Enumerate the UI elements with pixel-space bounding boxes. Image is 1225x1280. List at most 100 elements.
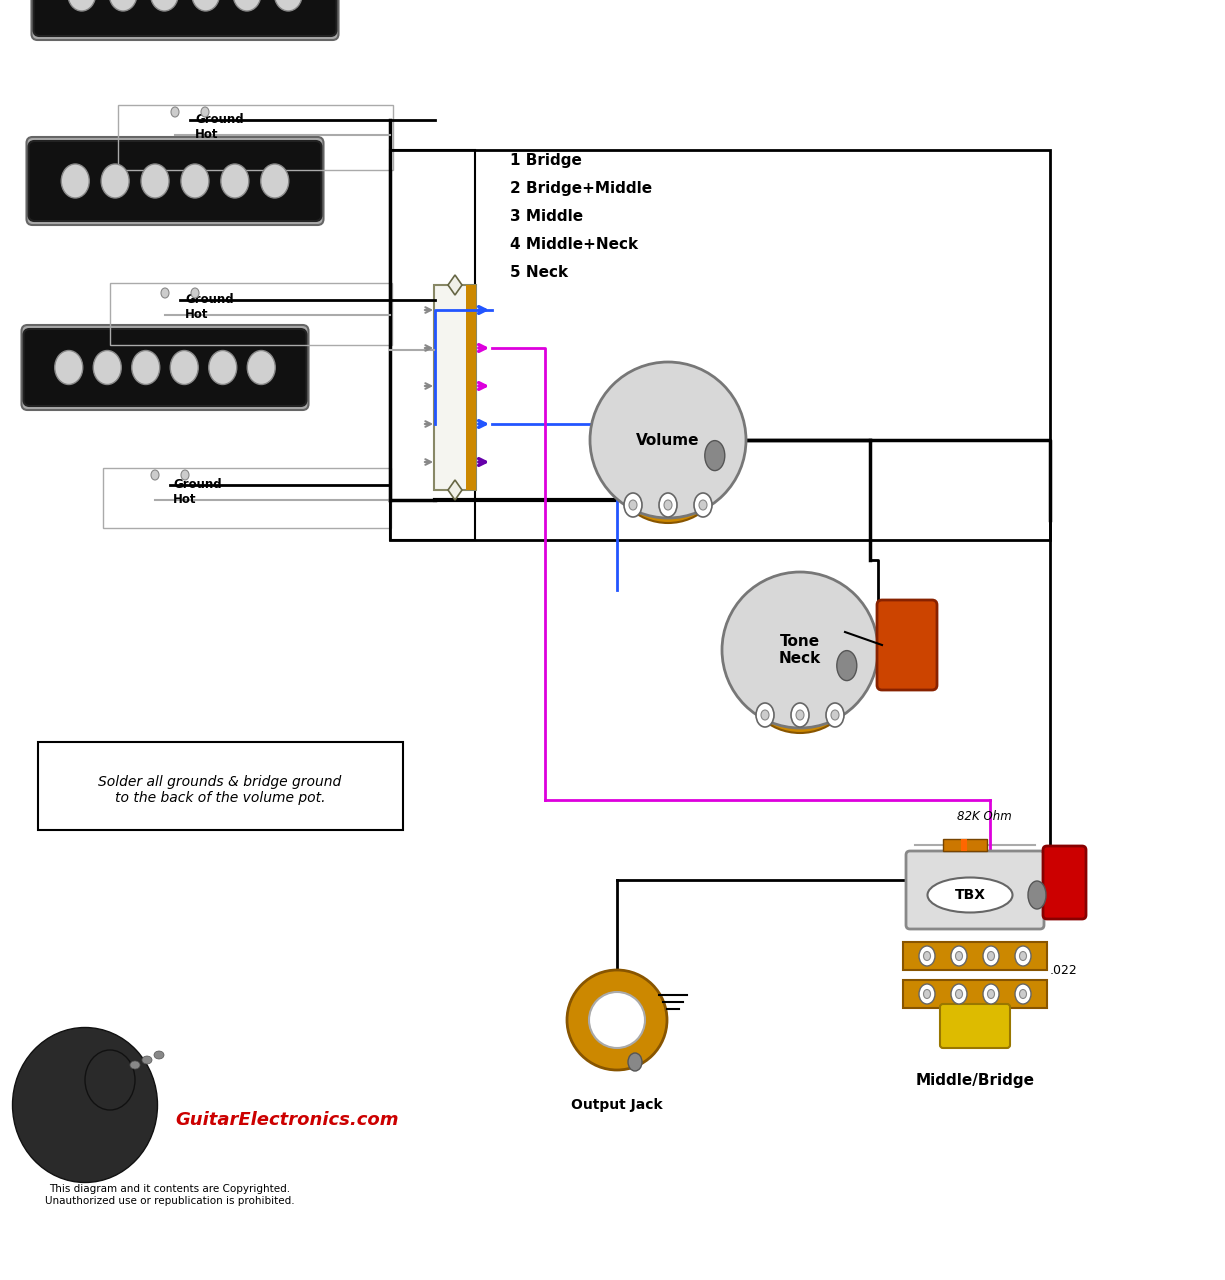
Text: This diagram and it contents are Copyrighted.
Unauthorized use or republication : This diagram and it contents are Copyrig… bbox=[45, 1184, 295, 1206]
Ellipse shape bbox=[142, 1056, 152, 1064]
Polygon shape bbox=[448, 275, 462, 294]
Ellipse shape bbox=[927, 878, 1013, 913]
Ellipse shape bbox=[274, 0, 303, 12]
Circle shape bbox=[722, 572, 878, 728]
Ellipse shape bbox=[201, 108, 209, 116]
Ellipse shape bbox=[919, 946, 935, 966]
Ellipse shape bbox=[704, 440, 725, 471]
Ellipse shape bbox=[151, 0, 179, 12]
Ellipse shape bbox=[987, 951, 995, 960]
Ellipse shape bbox=[191, 288, 198, 298]
FancyBboxPatch shape bbox=[1042, 846, 1087, 919]
Ellipse shape bbox=[154, 1051, 164, 1059]
Ellipse shape bbox=[628, 1053, 642, 1071]
Bar bbox=[903, 942, 1047, 970]
Ellipse shape bbox=[160, 288, 169, 298]
Ellipse shape bbox=[956, 989, 963, 998]
Ellipse shape bbox=[695, 493, 712, 517]
Text: Ground: Ground bbox=[195, 113, 244, 125]
Text: 82K Ohm: 82K Ohm bbox=[957, 810, 1012, 823]
Ellipse shape bbox=[247, 351, 276, 384]
Bar bbox=[38, 742, 403, 829]
Text: Volume: Volume bbox=[636, 433, 699, 448]
Ellipse shape bbox=[181, 470, 189, 480]
FancyBboxPatch shape bbox=[877, 600, 937, 690]
Ellipse shape bbox=[181, 164, 209, 198]
Ellipse shape bbox=[924, 951, 931, 960]
Text: .022: .022 bbox=[1050, 964, 1078, 977]
Ellipse shape bbox=[141, 164, 169, 198]
Bar bbox=[390, 150, 1050, 540]
Bar bbox=[118, 105, 393, 170]
Ellipse shape bbox=[151, 470, 159, 480]
Bar bbox=[103, 468, 391, 529]
Ellipse shape bbox=[924, 989, 931, 998]
Ellipse shape bbox=[109, 0, 137, 12]
FancyBboxPatch shape bbox=[22, 325, 309, 410]
Ellipse shape bbox=[826, 703, 844, 727]
Text: 5 Neck: 5 Neck bbox=[510, 265, 568, 279]
Ellipse shape bbox=[170, 351, 198, 384]
Text: Ground: Ground bbox=[173, 477, 222, 492]
Ellipse shape bbox=[191, 0, 219, 12]
Ellipse shape bbox=[93, 351, 121, 384]
Ellipse shape bbox=[1016, 984, 1031, 1004]
Ellipse shape bbox=[919, 984, 935, 1004]
Ellipse shape bbox=[982, 946, 1000, 966]
Circle shape bbox=[590, 362, 746, 518]
FancyBboxPatch shape bbox=[33, 0, 337, 36]
Ellipse shape bbox=[1019, 951, 1027, 960]
Ellipse shape bbox=[761, 710, 769, 719]
Ellipse shape bbox=[85, 1050, 135, 1110]
Text: Output Jack: Output Jack bbox=[571, 1098, 663, 1112]
Ellipse shape bbox=[61, 164, 89, 198]
Circle shape bbox=[610, 407, 726, 524]
FancyBboxPatch shape bbox=[27, 137, 323, 225]
Ellipse shape bbox=[1028, 881, 1046, 909]
Ellipse shape bbox=[659, 493, 677, 517]
Ellipse shape bbox=[628, 500, 637, 509]
Bar bbox=[943, 838, 987, 851]
Ellipse shape bbox=[951, 946, 967, 966]
Ellipse shape bbox=[796, 710, 804, 719]
FancyBboxPatch shape bbox=[906, 851, 1044, 929]
Ellipse shape bbox=[756, 703, 774, 727]
Ellipse shape bbox=[261, 164, 289, 198]
Text: Ground: Ground bbox=[185, 293, 234, 306]
Ellipse shape bbox=[831, 710, 839, 719]
Ellipse shape bbox=[55, 351, 83, 384]
FancyBboxPatch shape bbox=[28, 141, 321, 221]
Ellipse shape bbox=[208, 351, 236, 384]
Text: 3 Middle: 3 Middle bbox=[510, 209, 583, 224]
Ellipse shape bbox=[987, 989, 995, 998]
Ellipse shape bbox=[130, 1061, 140, 1069]
Ellipse shape bbox=[956, 951, 963, 960]
Text: Middle/Bridge: Middle/Bridge bbox=[915, 1073, 1034, 1088]
Text: Solder all grounds & bridge ground
to the back of the volume pot.: Solder all grounds & bridge ground to th… bbox=[98, 774, 342, 805]
Text: 2 Bridge+Middle: 2 Bridge+Middle bbox=[510, 180, 652, 196]
Bar bbox=[466, 285, 477, 490]
Text: 4 Middle+Neck: 4 Middle+Neck bbox=[510, 237, 638, 251]
Bar bbox=[110, 283, 392, 346]
Circle shape bbox=[742, 617, 858, 733]
Ellipse shape bbox=[233, 0, 261, 12]
Circle shape bbox=[567, 970, 666, 1070]
Text: Hot: Hot bbox=[173, 493, 196, 506]
Ellipse shape bbox=[624, 493, 642, 517]
Ellipse shape bbox=[220, 164, 249, 198]
Text: Hot: Hot bbox=[195, 128, 218, 141]
Ellipse shape bbox=[67, 0, 96, 12]
Circle shape bbox=[589, 992, 646, 1048]
Polygon shape bbox=[448, 480, 462, 500]
Ellipse shape bbox=[1019, 989, 1027, 998]
Bar bbox=[960, 838, 967, 851]
Text: 1 Bridge: 1 Bridge bbox=[510, 152, 582, 168]
Text: GuitarElectronics.com: GuitarElectronics.com bbox=[175, 1111, 398, 1129]
Text: TBX: TBX bbox=[954, 888, 985, 902]
FancyBboxPatch shape bbox=[23, 329, 306, 406]
Bar bbox=[390, 150, 475, 540]
Ellipse shape bbox=[102, 164, 129, 198]
Ellipse shape bbox=[699, 500, 707, 509]
Ellipse shape bbox=[837, 650, 856, 681]
Ellipse shape bbox=[951, 984, 967, 1004]
